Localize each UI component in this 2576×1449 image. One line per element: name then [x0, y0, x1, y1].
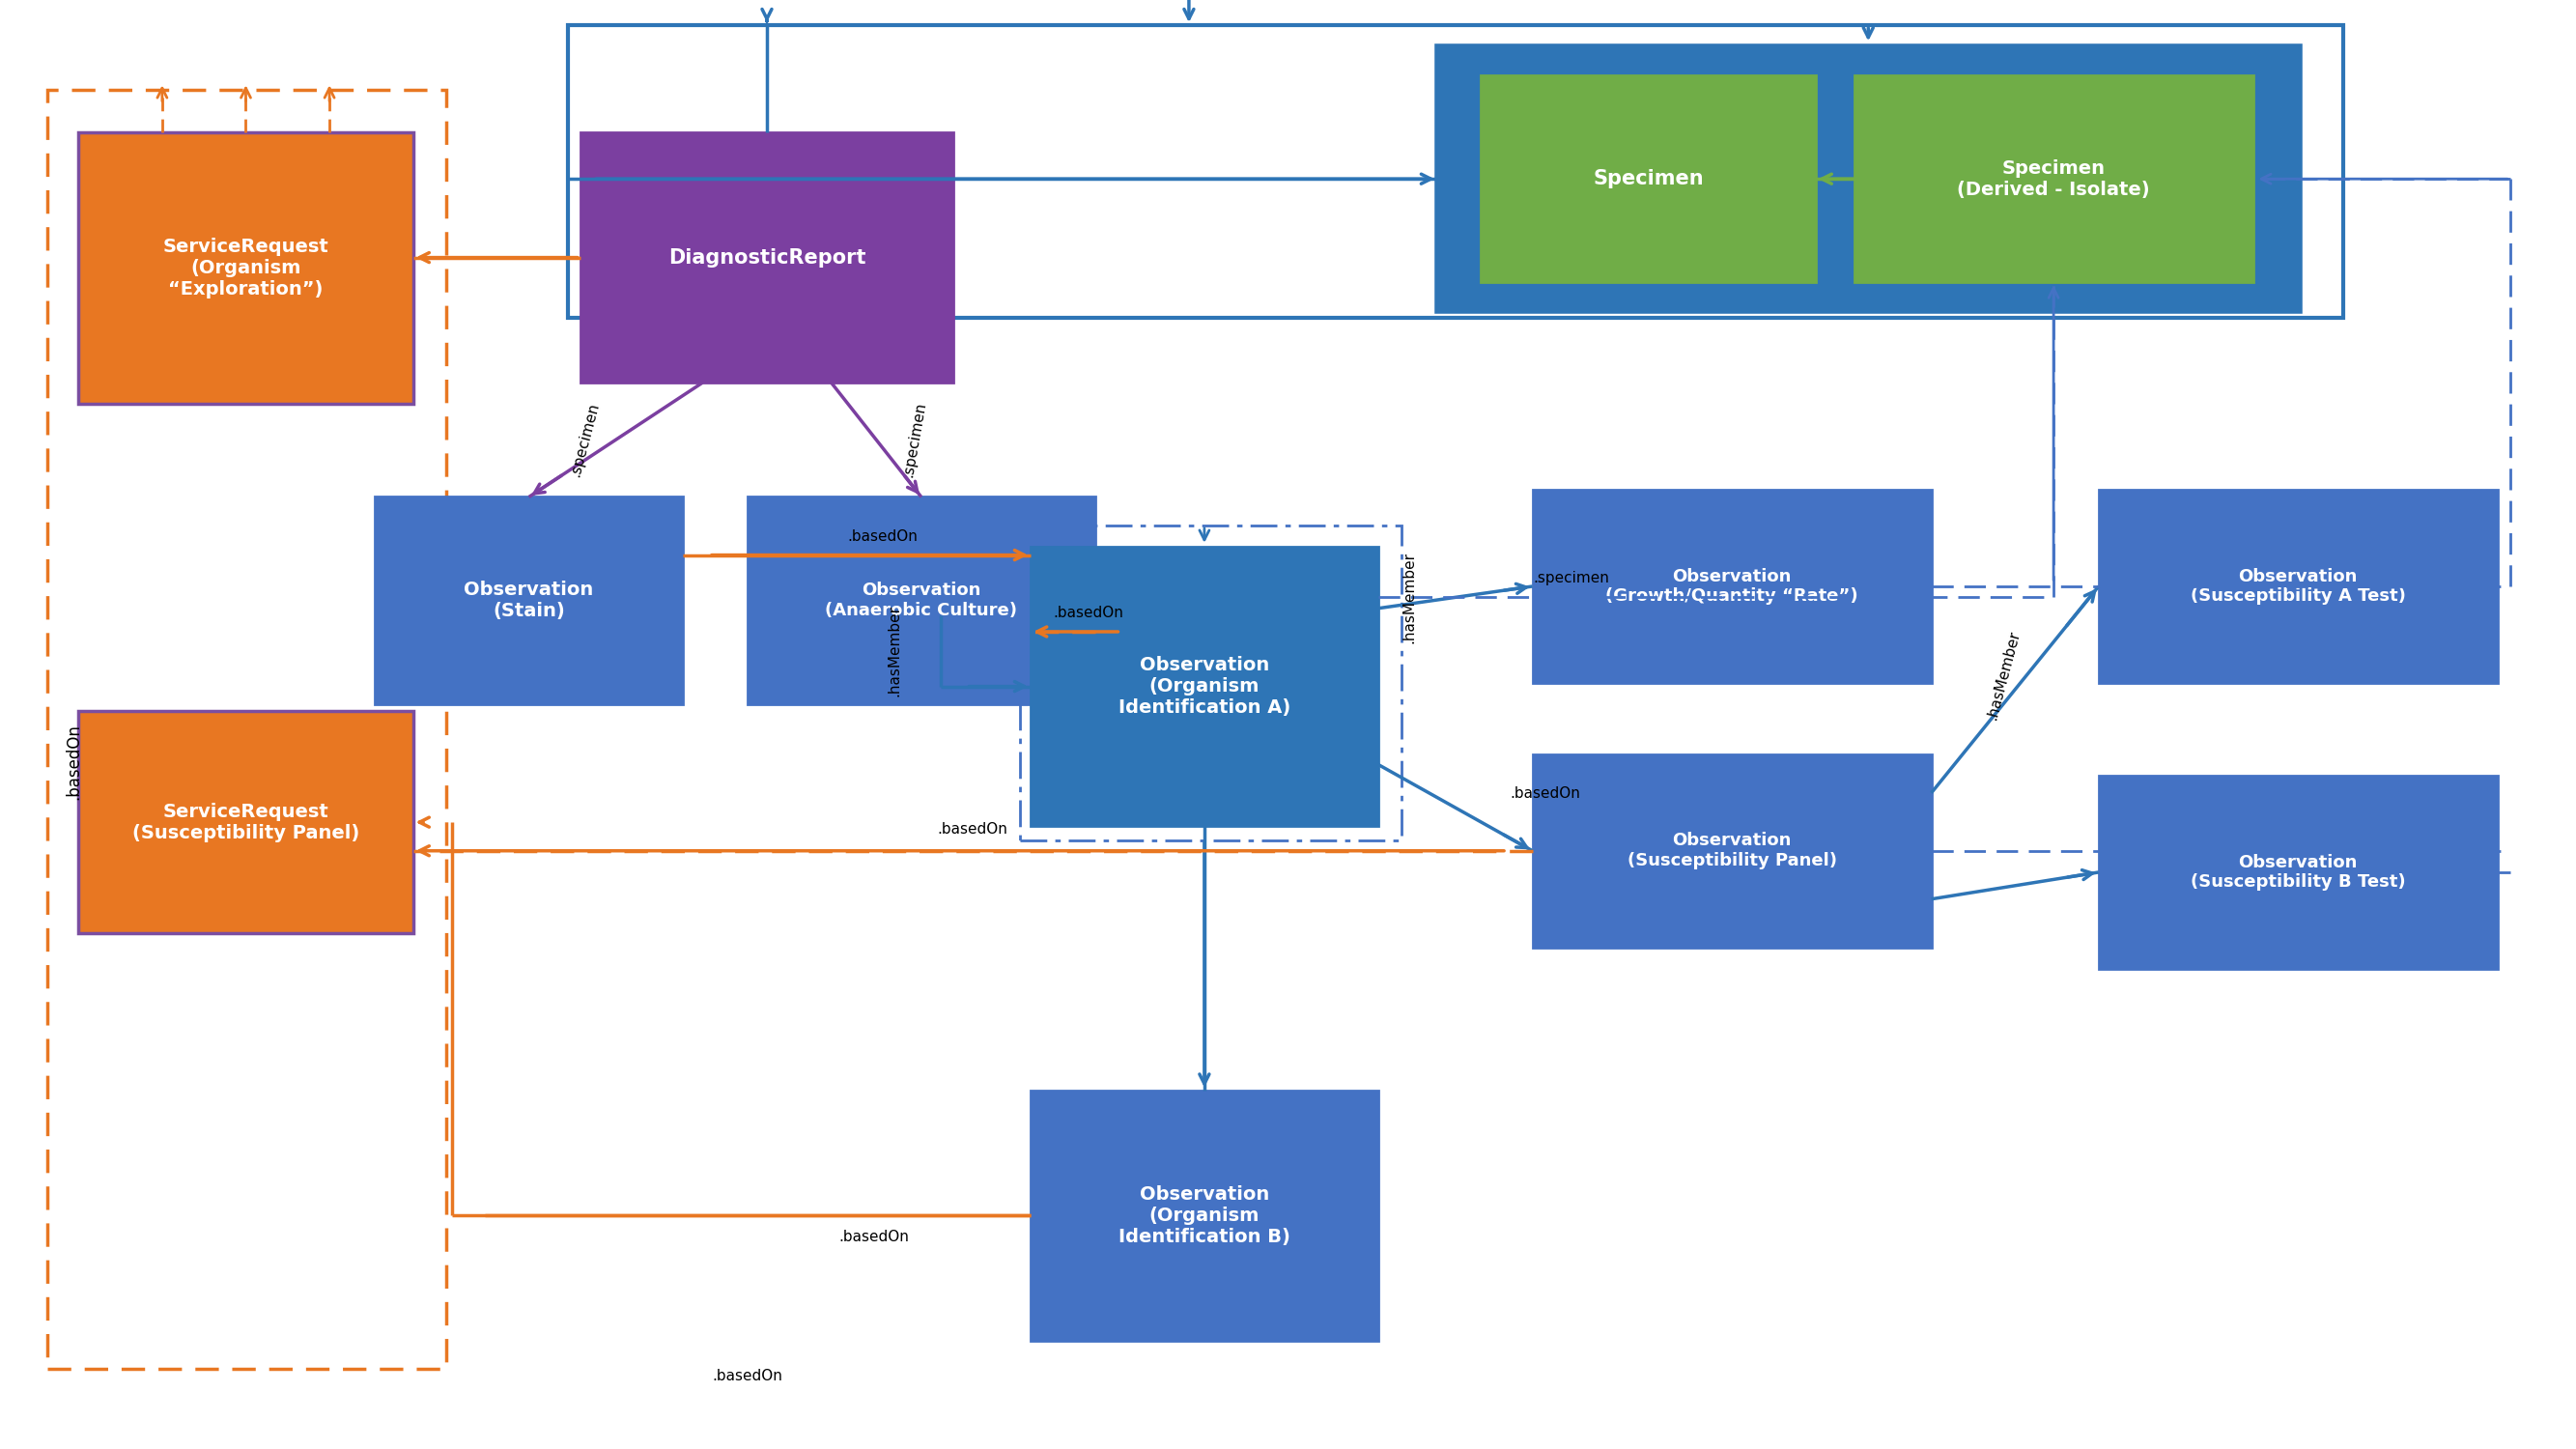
- Text: .specimen: .specimen: [567, 401, 603, 478]
- Text: ServiceRequest
(Susceptibility Panel): ServiceRequest (Susceptibility Panel): [131, 803, 361, 842]
- Text: Observation
(Susceptibility Panel): Observation (Susceptibility Panel): [1628, 832, 1837, 869]
- FancyBboxPatch shape: [1533, 755, 1932, 948]
- FancyBboxPatch shape: [747, 497, 1095, 704]
- Text: .specimen: .specimen: [1533, 571, 1610, 585]
- FancyBboxPatch shape: [1030, 548, 1378, 826]
- Text: ServiceRequest
(Organism
“Exploration”): ServiceRequest (Organism “Exploration”): [162, 238, 330, 298]
- Text: .basedOn: .basedOn: [1054, 606, 1123, 620]
- Text: Observation
(Stain): Observation (Stain): [464, 581, 592, 620]
- FancyBboxPatch shape: [1855, 75, 2254, 283]
- Text: DiagnosticReport: DiagnosticReport: [667, 248, 866, 267]
- Text: Observation
(Susceptibility B Test): Observation (Susceptibility B Test): [2190, 853, 2406, 891]
- FancyBboxPatch shape: [77, 711, 412, 933]
- Text: Specimen
(Derived - Isolate): Specimen (Derived - Isolate): [1958, 159, 2151, 199]
- Text: Observation
(Anaerobic Culture): Observation (Anaerobic Culture): [824, 582, 1018, 619]
- Text: .basedOn: .basedOn: [938, 822, 1007, 836]
- FancyBboxPatch shape: [1030, 1090, 1378, 1340]
- FancyBboxPatch shape: [1533, 490, 1932, 682]
- FancyBboxPatch shape: [580, 132, 953, 383]
- Text: .basedOn: .basedOn: [714, 1369, 783, 1384]
- FancyBboxPatch shape: [77, 132, 412, 404]
- FancyBboxPatch shape: [1481, 75, 1816, 283]
- Text: Observation
(Organism
Identification B): Observation (Organism Identification B): [1118, 1185, 1291, 1246]
- Text: .basedOn: .basedOn: [1510, 787, 1582, 801]
- FancyBboxPatch shape: [2099, 775, 2499, 969]
- Text: .hasMember: .hasMember: [1984, 629, 2022, 722]
- Text: .hasMember: .hasMember: [886, 604, 902, 697]
- FancyBboxPatch shape: [374, 497, 683, 704]
- Text: .basedOn: .basedOn: [64, 723, 82, 800]
- Text: Observation
(Susceptibility A Test): Observation (Susceptibility A Test): [2190, 568, 2406, 606]
- Text: .basedOn: .basedOn: [848, 529, 917, 543]
- Text: .hasMember: .hasMember: [1401, 552, 1417, 643]
- Text: Observation
(Growth/Quantity “Rate”): Observation (Growth/Quantity “Rate”): [1605, 568, 1857, 606]
- FancyBboxPatch shape: [1437, 46, 2300, 312]
- Text: Observation
(Organism
Identification A): Observation (Organism Identification A): [1118, 656, 1291, 717]
- FancyBboxPatch shape: [2099, 490, 2499, 682]
- Text: Specimen: Specimen: [1592, 170, 1703, 188]
- Text: .specimen: .specimen: [902, 401, 927, 478]
- Text: .basedOn: .basedOn: [840, 1230, 909, 1245]
